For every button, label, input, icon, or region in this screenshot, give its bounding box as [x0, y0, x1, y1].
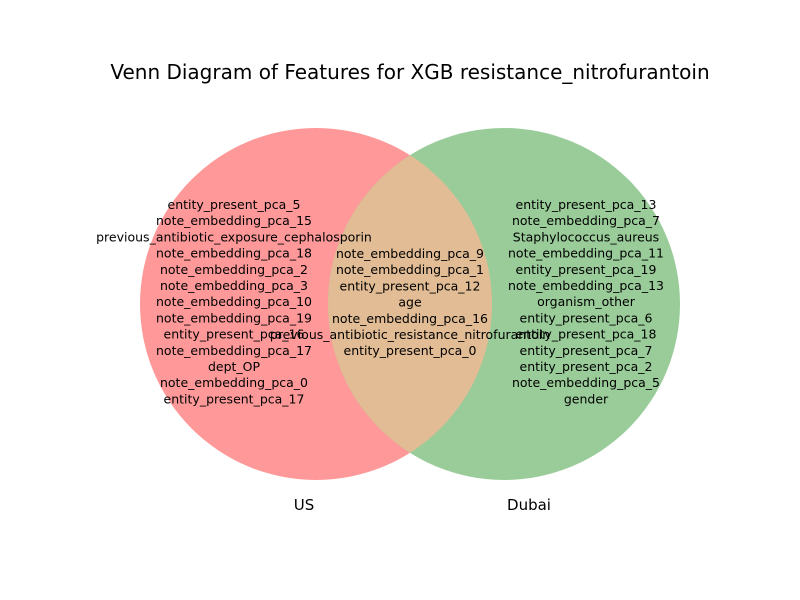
dubai-only-item: entity_present_pca_2: [520, 359, 653, 374]
intersection-item: note_embedding_pca_9: [336, 246, 484, 261]
us-only-item: note_embedding_pca_17: [156, 343, 312, 358]
dubai-only-item: note_embedding_pca_5: [512, 375, 660, 390]
us-only-item: previous_antibiotic_exposure_cephalospor…: [96, 229, 372, 244]
us-only-item: note_embedding_pca_18: [156, 246, 312, 261]
us-only-item: note_embedding_pca_15: [156, 213, 312, 228]
us-only-item: entity_present_pca_17: [164, 391, 305, 406]
intersection-item: note_embedding_pca_16: [332, 311, 488, 326]
dubai-only-item: entity_present_pca_18: [516, 327, 657, 342]
us-only-item: entity_present_pca_16: [164, 327, 305, 342]
intersection-item: age: [398, 295, 422, 310]
dubai-only-item: Staphylococcus_aureus: [513, 229, 659, 244]
intersection-item: entity_present_pca_12: [340, 278, 481, 293]
us-only-item: note_embedding_pca_10: [156, 294, 312, 309]
us-only-item: note_embedding_pca_19: [156, 310, 312, 325]
intersection-items: note_embedding_pca_9note_embedding_pca_1…: [270, 246, 550, 358]
us-set-label: US: [294, 496, 315, 514]
dubai-set-label: Dubai: [507, 496, 551, 514]
us-only-item: entity_present_pca_5: [168, 197, 301, 212]
dubai-only-items: entity_present_pca_13note_embedding_pca_…: [508, 197, 664, 406]
dubai-only-item: entity_present_pca_7: [520, 343, 653, 358]
page-title: Venn Diagram of Features for XGB resista…: [110, 60, 709, 84]
us-only-item: note_embedding_pca_0: [160, 375, 308, 390]
dubai-only-item: entity_present_pca_13: [516, 197, 657, 212]
us-only-items: entity_present_pca_5note_embedding_pca_1…: [96, 197, 372, 406]
intersection-region: [328, 128, 492, 480]
intersection-item: note_embedding_pca_1: [336, 262, 484, 277]
dubai-only-item: organism_other: [537, 294, 636, 309]
intersection-item: entity_present_pca_0: [344, 343, 477, 358]
dubai-only-item: note_embedding_pca_7: [512, 213, 660, 228]
dubai-only-item: gender: [564, 391, 609, 406]
dubai-only-item: note_embedding_pca_13: [508, 278, 664, 293]
intersection-item: previous_antibiotic_resistance_nitrofura…: [270, 327, 550, 342]
us-only-item: note_embedding_pca_3: [160, 278, 308, 293]
us-only-item: dept_OP: [208, 359, 261, 374]
dubai-only-item: entity_present_pca_6: [520, 310, 653, 325]
dubai-only-item: entity_present_pca_19: [516, 262, 657, 277]
dubai-only-item: note_embedding_pca_11: [508, 246, 664, 261]
us-only-item: note_embedding_pca_2: [160, 262, 308, 277]
